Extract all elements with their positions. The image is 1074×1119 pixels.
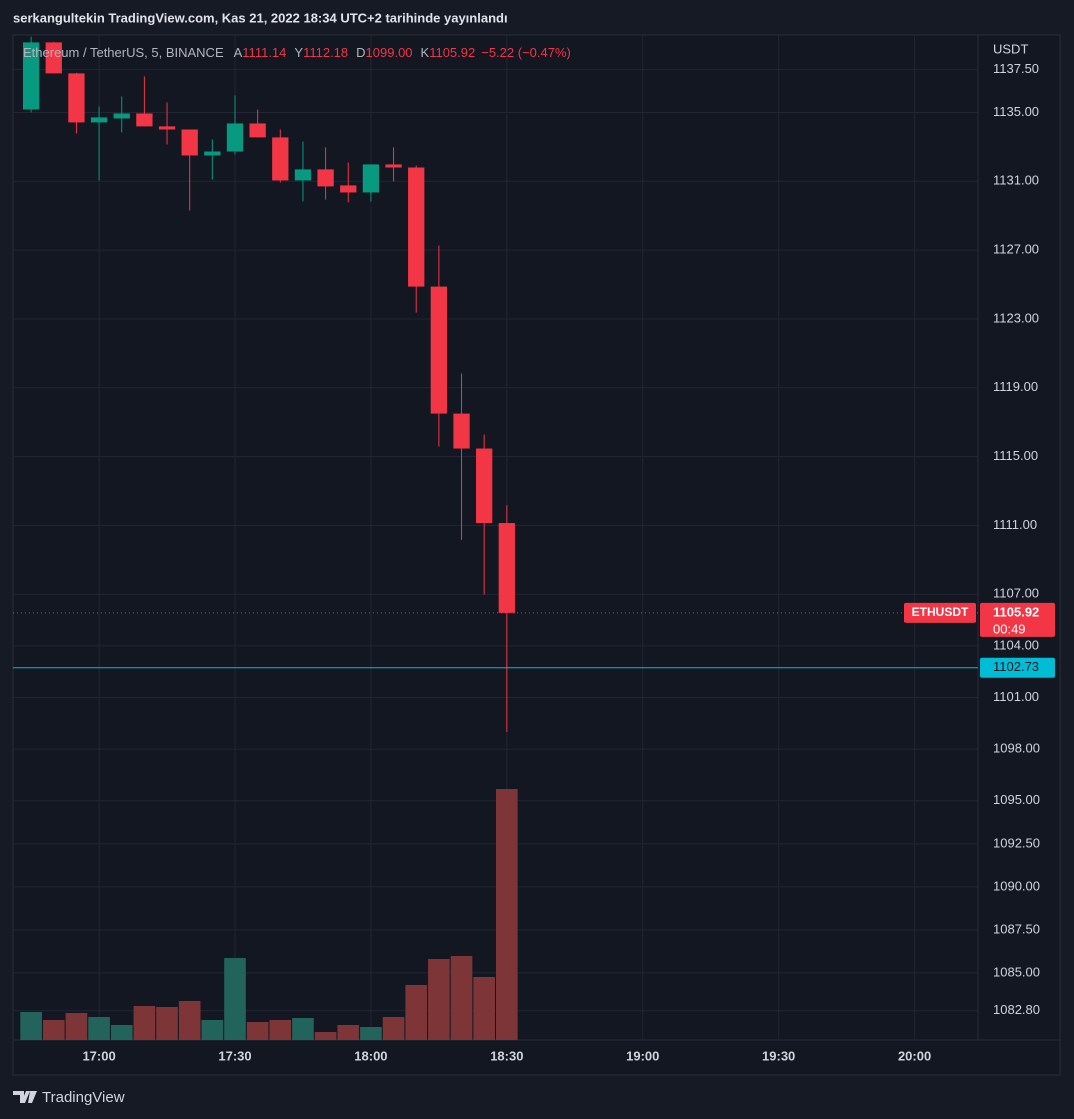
candle-body [430,286,448,414]
legend-title: Ethereum / TetherUS, 5, BINANCE [23,45,224,60]
volume-bar [269,1020,292,1040]
candle-body [340,185,357,193]
x-tick-label: 18:00 [354,1048,387,1063]
candle-body [68,73,85,123]
y-tick-label: 1092.50 [993,835,1040,850]
volume-bar [156,1007,178,1040]
x-tick-label: 20:00 [898,1048,931,1063]
candle-body [226,123,244,152]
y-tick-label: 1131.00 [993,173,1039,188]
y-tick-label: 1115.00 [993,448,1038,463]
volume-bar [133,1006,156,1040]
candle-body [272,137,289,181]
volume-bar [292,1018,314,1040]
x-tick-label: 19:30 [762,1048,795,1063]
ohlc-key: D [356,45,365,60]
chart-frame [12,34,1061,1076]
change-label: −5.22 (−0.47%) [481,45,571,60]
x-tick-label: 17:30 [218,1048,251,1063]
volume-bar [110,1025,133,1040]
last-price-tag [980,602,1055,637]
volume-bar [65,1013,88,1040]
y-tick-label: 1107.00 [993,586,1039,601]
y-tick-label: 1111.00 [993,517,1037,532]
volume-bar [382,1017,405,1040]
candle-body [158,126,176,130]
candle-body [249,123,266,138]
y-tick-label: 1104.00 [993,637,1039,652]
footer-logo [13,1091,37,1103]
candle-body [317,169,334,187]
y-tick-label: 1101.00 [993,689,1039,704]
footer-brand: TradingView [42,1089,125,1106]
volume-bar [20,1012,42,1040]
symbol-tag [904,602,976,623]
symbol-label: ETHUSDT [912,605,969,619]
y-tick-label: 1123.00 [993,310,1039,325]
ohlc-value: 1111.14 [242,45,286,60]
last-price-label: 1105.92 [993,604,1039,619]
ohlc-value: 1112.18 [303,45,348,60]
candle-body [408,167,425,287]
y-tick-label: 1090.00 [993,878,1040,893]
volume-bar [42,1020,65,1040]
legend: Ethereum / TetherUS, 5, BINANCE A1111.14 Y… [23,45,571,60]
candle-body [45,42,62,74]
volume-bar [428,959,450,1040]
ohlc-value: 1105.92 [429,45,475,60]
volume-bar [178,1001,201,1040]
hline-price-label: 1102.73 [993,659,1039,674]
volume-bar [496,789,518,1040]
y-tick-label: 1098.00 [993,741,1040,756]
volume-bar [314,1032,337,1040]
y-tick-label: 1082.80 [993,1002,1040,1017]
ohlc-key: A [234,45,243,60]
candle-body [294,169,312,181]
candle-body [385,164,402,168]
y-tick-label: 1119.00 [993,379,1038,394]
y-axis-label: USDT [993,41,1028,56]
countdown-label: 00:49 [993,621,1026,636]
candle-body [113,113,130,119]
candle-body [136,113,153,127]
candle-body [22,42,40,110]
candle-body [204,151,221,156]
hline-price-tag [980,657,1055,678]
y-tick-label: 1137.50 [993,61,1039,76]
y-tick-label: 1095.00 [993,792,1040,807]
candle-body [181,129,198,156]
x-tick-label: 19:00 [626,1048,659,1063]
volume-bar [224,958,246,1040]
candle-body [90,117,108,123]
volume-bar [360,1027,382,1040]
y-tick-label: 1085.00 [993,964,1040,979]
y-tick-label: 1087.50 [993,921,1040,936]
y-tick-label: 1127.00 [993,242,1039,257]
volume-bar [405,985,428,1040]
ohlc-key: Y [294,45,303,60]
volume-bar [88,1017,110,1040]
y-tick-label: 1135.00 [993,104,1039,119]
candle-body [453,413,470,449]
volume-bar [246,1022,269,1040]
volume-bar [201,1020,224,1040]
ohlc-value: 1099.00 [366,45,413,60]
candle-body [476,448,493,524]
candle-body [362,164,380,193]
ohlc-key: K [421,45,430,60]
volume-bar [473,977,495,1040]
volume-bar [337,1025,360,1040]
candle-body [498,523,515,613]
x-tick-label: 18:30 [490,1048,523,1063]
volume-bar [450,956,473,1040]
x-tick-label: 17:00 [82,1048,115,1063]
watermark-title: serkangultekin TradingView.com, Kas 21, … [13,10,508,25]
